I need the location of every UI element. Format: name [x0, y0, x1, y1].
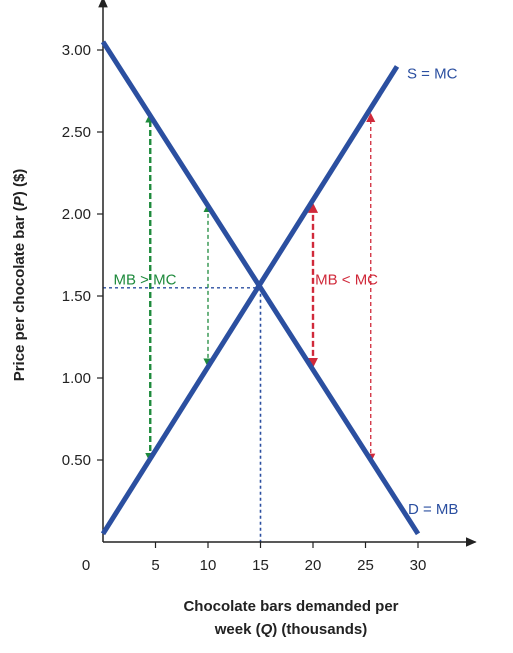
x-tick-label: 20 — [305, 557, 322, 574]
x-tick-label: 5 — [151, 557, 159, 574]
mb-greater-mc-label: MB > MC — [114, 272, 177, 289]
x-tick-label: 15 — [252, 557, 269, 574]
demand-curve-label: D = MB — [408, 501, 458, 518]
x-axis-title-suffix: ) (thousands) — [272, 621, 367, 638]
x-tick-label: 25 — [357, 557, 374, 574]
y-tick-label: 2.50 — [62, 124, 91, 141]
x-axis-title-line1: Chocolate bars demanded per — [183, 598, 398, 615]
x-axis-title-prefix: week ( — [214, 621, 261, 638]
y-axis-variable: P — [11, 195, 28, 206]
origin-label: 0 — [82, 557, 90, 574]
x-tick-label: 10 — [200, 557, 217, 574]
y-tick-label: 1.50 — [62, 288, 91, 305]
x-tick-label: 30 — [410, 557, 427, 574]
supply-curve-label: S = MC — [407, 65, 458, 82]
y-tick-label: 0.50 — [62, 452, 91, 469]
demand-curve — [100, 40, 421, 536]
x-axis-title: Chocolate bars demanded per — [183, 598, 398, 615]
x-axis-title-line2: week (Q) (thousands) — [214, 621, 368, 638]
mb-less-mc-label: MB < MC — [315, 272, 378, 289]
y-axis-title-suffix: ) ($) — [11, 169, 28, 197]
y-tick-label: 2.00 — [62, 206, 91, 223]
y-axis-title-prefix: Price per chocolate bar ( — [11, 206, 28, 381]
x-axis-variable: Q — [261, 621, 273, 638]
y-tick-label: 1.00 — [62, 370, 91, 387]
y-axis-title: Price per chocolate bar (P) ($) — [11, 169, 28, 382]
supply-curve — [100, 65, 400, 536]
y-tick-label: 3.00 — [62, 42, 91, 59]
